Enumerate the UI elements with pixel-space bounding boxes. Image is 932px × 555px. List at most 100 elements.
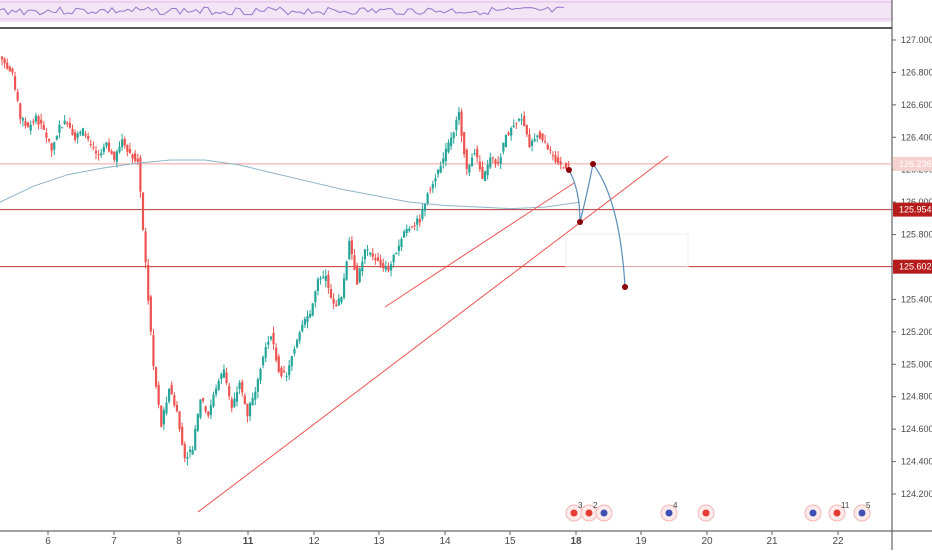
moving-average-line xyxy=(0,159,581,210)
candle-body xyxy=(259,368,262,381)
candle-body xyxy=(306,316,309,323)
candle-body xyxy=(520,119,523,121)
candle-body xyxy=(413,225,416,227)
candle-body xyxy=(311,303,314,316)
candle-body xyxy=(71,128,74,136)
candle-body xyxy=(444,148,447,161)
candle-body xyxy=(79,132,82,134)
candle-body xyxy=(298,332,301,341)
candle-body xyxy=(178,411,181,430)
price-tag-label: 126.236 xyxy=(899,159,932,169)
trendline xyxy=(197,155,669,513)
event-count: 2 xyxy=(593,501,598,510)
candle-body xyxy=(230,399,233,408)
projection-point xyxy=(590,161,596,167)
oscillator-pane xyxy=(0,0,892,29)
candle-body xyxy=(408,228,411,231)
candle-body xyxy=(303,318,306,325)
candle-body xyxy=(463,131,466,155)
candle-body xyxy=(382,263,385,269)
candle-body xyxy=(131,154,134,159)
candle-body xyxy=(165,402,168,414)
candle-body xyxy=(181,426,184,445)
candle-body xyxy=(533,139,536,142)
candle-body xyxy=(126,144,129,152)
candle-body xyxy=(371,253,374,257)
candle-body xyxy=(194,428,197,450)
y-tick-label: 126.000 xyxy=(901,197,932,207)
candle-body xyxy=(457,112,461,120)
candle-body xyxy=(123,139,126,146)
candle-body xyxy=(290,356,293,366)
candle-body xyxy=(76,133,79,138)
projection-point xyxy=(566,167,572,173)
candle-body xyxy=(238,382,241,389)
candle-body xyxy=(128,148,132,154)
candle-body xyxy=(0,56,4,60)
candle-body xyxy=(87,135,90,139)
y-tick-label: 126.600 xyxy=(901,100,932,110)
candle-body xyxy=(497,161,500,163)
candle-body xyxy=(507,132,510,135)
y-tick-label: 125.000 xyxy=(901,359,932,369)
candle-body xyxy=(173,395,176,406)
candle-body xyxy=(24,121,27,127)
candle-body xyxy=(288,365,291,376)
candle-body xyxy=(434,178,437,182)
candle-body xyxy=(102,146,105,152)
candle-body xyxy=(84,133,87,136)
candle-body xyxy=(212,394,215,407)
candle-body xyxy=(282,370,286,372)
event-dot xyxy=(585,509,593,517)
candle-body xyxy=(455,120,458,130)
candle-body xyxy=(379,259,382,266)
candle-body xyxy=(337,298,340,306)
x-tick-label: 22 xyxy=(832,536,844,547)
candle-body xyxy=(220,373,223,380)
candle-body xyxy=(295,339,299,348)
candle-body xyxy=(442,158,445,163)
candle-body xyxy=(309,314,312,318)
candle-body xyxy=(486,164,489,176)
candle-body xyxy=(89,144,92,146)
candle-body xyxy=(97,154,100,156)
y-tick-label: 126.400 xyxy=(901,132,932,142)
event-dot xyxy=(858,509,866,517)
candle-body xyxy=(316,279,320,292)
trendline xyxy=(384,182,575,308)
candle-body xyxy=(353,255,356,270)
candle-body xyxy=(322,277,325,279)
candle-body xyxy=(517,118,521,121)
candle-body xyxy=(528,134,531,147)
projection-box-outline xyxy=(565,233,689,268)
y-tick-label: 124.600 xyxy=(901,424,932,434)
candle-body xyxy=(530,140,534,147)
horizontal-lines xyxy=(0,163,892,268)
candle-body xyxy=(11,68,14,73)
candle-body xyxy=(175,404,179,412)
candle-body xyxy=(269,336,273,340)
time-axis[interactable]: 6 7 8 11 12 13 14 15 18 19 20 21 22 xyxy=(45,531,844,547)
candle-body xyxy=(215,388,218,395)
candle-body xyxy=(272,332,275,345)
candle-body xyxy=(241,381,244,393)
candle-body xyxy=(280,367,283,377)
candle-body xyxy=(342,278,346,298)
candle-body xyxy=(162,410,165,425)
x-tick-label: 6 xyxy=(45,536,51,547)
candle-body xyxy=(191,449,194,455)
candle-body xyxy=(233,398,236,407)
candle-body xyxy=(538,131,541,139)
candle-body xyxy=(21,118,24,121)
candle-body xyxy=(293,348,296,354)
event-dot xyxy=(833,509,841,517)
candle-body xyxy=(37,116,40,125)
projection-path[interactable] xyxy=(566,161,628,290)
trendlines[interactable] xyxy=(197,155,669,513)
candle-body xyxy=(465,149,468,169)
candle-body xyxy=(549,149,552,151)
event-count: 3 xyxy=(578,501,583,510)
candle-body xyxy=(113,151,116,160)
